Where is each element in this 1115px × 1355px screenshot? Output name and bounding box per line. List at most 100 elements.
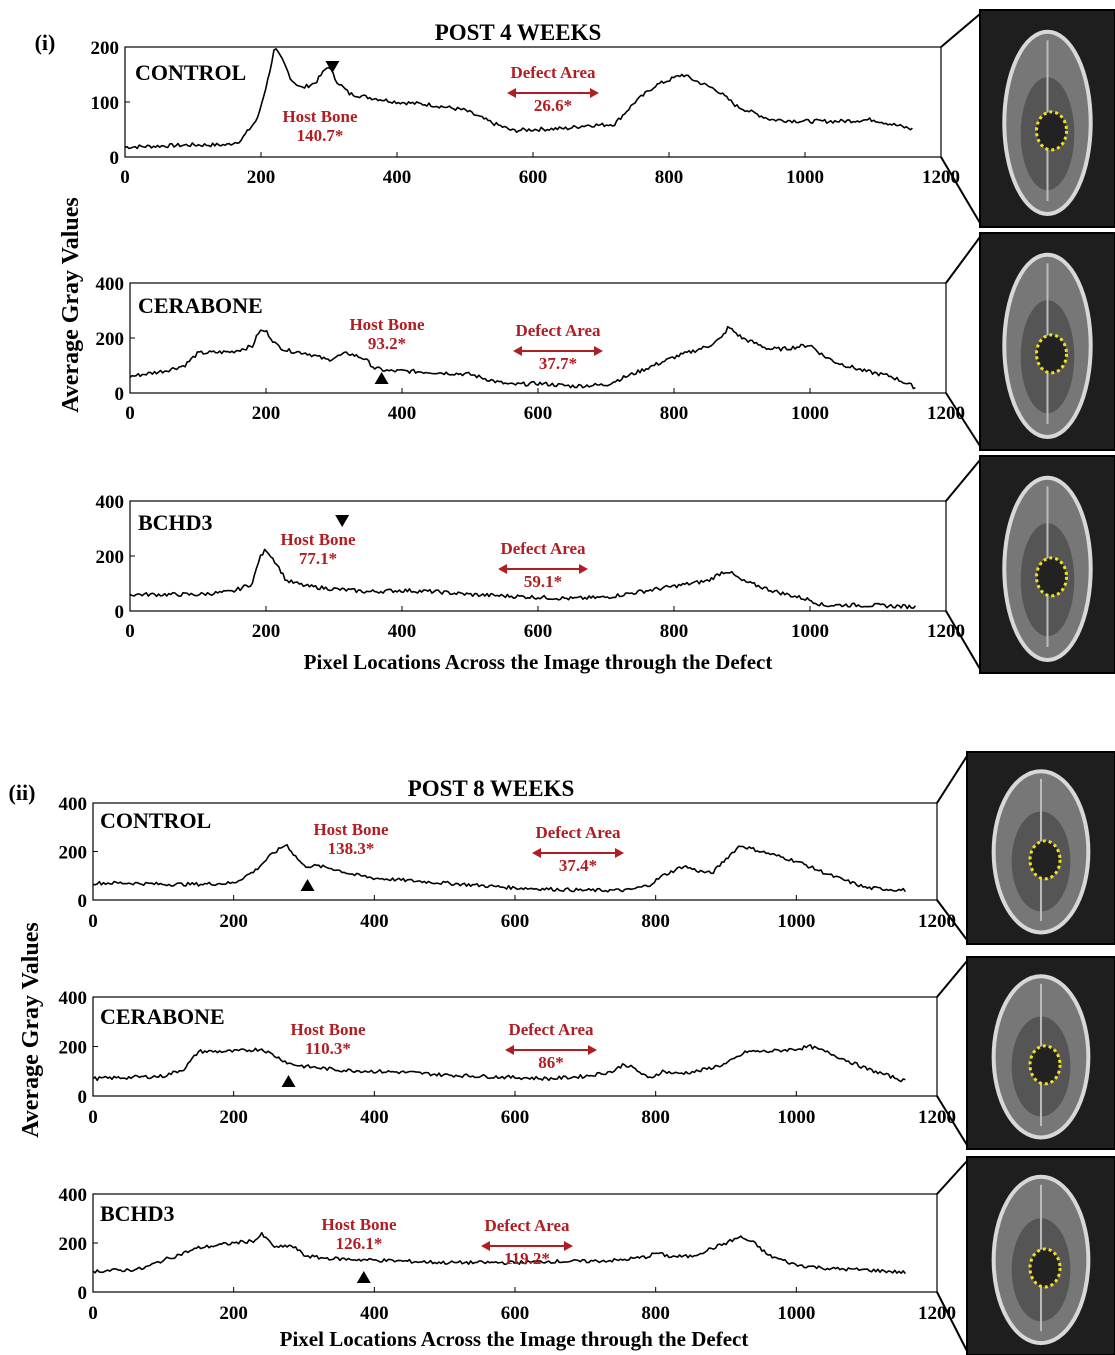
defect-area-value: 86*	[538, 1053, 564, 1072]
host-bone-marker-triangle	[356, 1271, 371, 1283]
x-tick-label: 600	[501, 1303, 530, 1324]
defect-area-value: 59.1*	[524, 572, 562, 591]
x-tick-label: 1000	[791, 403, 829, 424]
panel-label: (i)	[35, 30, 56, 55]
connector-line	[936, 1291, 968, 1352]
y-tick-label: 200	[91, 38, 120, 59]
connector-line	[936, 1160, 968, 1195]
group-label: CERABONE	[138, 293, 263, 318]
data-series-line	[92, 1044, 906, 1083]
panel-title: POST 4 WEEKS	[435, 20, 602, 45]
host-bone-marker-triangle	[335, 515, 350, 527]
x-tick-label: 0	[125, 403, 135, 424]
connector-line	[945, 392, 981, 447]
connector-line	[940, 13, 981, 48]
data-series-line	[92, 1231, 907, 1275]
defect-arrow-head-right	[564, 1241, 573, 1251]
x-tick-label: 1000	[777, 911, 815, 932]
defect-area-label: Defect Area	[508, 1020, 594, 1039]
x-tick-label: 0	[88, 1107, 98, 1128]
subplot-bchd3: 0 200 400 600 800 1000 1200 0 200 400 BCHD3 Host Bo…	[59, 1185, 957, 1324]
x-tick-label: 200	[252, 621, 281, 642]
skull-xray-post4-bchd3	[945, 455, 1115, 674]
x-tick-label: 800	[641, 911, 670, 932]
panel-2: (ii) POST 8 WEEKS Average Gray Values Pixel…	[9, 751, 1115, 1355]
y-tick-label: 400	[59, 794, 88, 815]
x-tick-label: 200	[247, 167, 276, 188]
defect-arrow-head-right	[615, 848, 624, 858]
x-tick-label: 400	[360, 1107, 389, 1128]
group-label: BCHD3	[100, 1201, 175, 1226]
defect-arrow-head-left	[507, 88, 516, 98]
x-tick-label: 400	[383, 167, 412, 188]
subplot-cerabone: 0 200 400 600 800 1000 12000200400CERABONEHost…	[96, 274, 966, 424]
panel-1: (i) POST 4 WEEKS Average Gray Values Pixel …	[35, 9, 1115, 674]
data-series-line	[129, 548, 917, 610]
x-tick-label: 1000	[786, 167, 824, 188]
host-bone-label: Host Bone	[280, 530, 356, 549]
y-tick-label: 0	[78, 891, 88, 912]
x-tick-label: 600	[524, 403, 553, 424]
defect-area-label: Defect Area	[535, 823, 621, 842]
x-tick-label: 1200	[918, 1303, 956, 1324]
defect-area-label: Defect Area	[515, 321, 601, 340]
connector-line	[945, 459, 981, 502]
defect-area-value: 119.2*	[504, 1249, 550, 1268]
defect-arrow-head-right	[594, 346, 603, 356]
defect-arrow-head-left	[513, 346, 522, 356]
host-bone-value: 110.3*	[305, 1039, 351, 1058]
y-tick-label: 200	[59, 1234, 88, 1255]
panel-title: POST 8 WEEKS	[408, 776, 575, 801]
defect-arrow-head-right	[588, 1045, 597, 1055]
y-tick-label: 400	[96, 274, 125, 295]
y-tick-label: 200	[59, 1038, 88, 1059]
x-tick-label: 400	[360, 911, 389, 932]
x-tick-label: 1200	[918, 911, 956, 932]
x-axis-label: Pixel Locations Across the Image through…	[304, 650, 773, 674]
y-tick-label: 400	[96, 492, 125, 513]
defect-area-label: Defect Area	[484, 1216, 570, 1235]
defect-outline-marker	[1028, 1247, 1062, 1289]
x-tick-label: 1200	[927, 621, 965, 642]
x-axis-label: Pixel Locations Across the Image through…	[280, 1327, 749, 1351]
y-tick-label: 200	[59, 843, 88, 864]
host-bone-marker-triangle	[300, 879, 315, 891]
defect-arrow-head-left	[498, 564, 507, 574]
skull-xray-post8-cerabone	[936, 956, 1115, 1150]
x-tick-label: 0	[120, 167, 130, 188]
defect-outline-marker	[1035, 333, 1068, 375]
x-tick-label: 600	[524, 621, 553, 642]
defect-arrow-head-left	[481, 1241, 490, 1251]
x-tick-label: 800	[641, 1107, 670, 1128]
data-series-line	[92, 844, 907, 893]
defect-outline-marker	[1028, 839, 1062, 881]
x-tick-label: 1000	[777, 1107, 815, 1128]
connector-line	[936, 899, 968, 941]
x-tick-label: 1200	[922, 167, 960, 188]
defect-arrow-head-left	[532, 848, 541, 858]
x-tick-label: 200	[252, 403, 281, 424]
x-tick-label: 1000	[791, 621, 829, 642]
host-bone-value: 126.1*	[336, 1234, 383, 1253]
host-bone-label: Host Bone	[313, 820, 389, 839]
host-bone-marker-triangle	[374, 372, 389, 384]
x-tick-label: 800	[641, 1303, 670, 1324]
x-tick-label: 800	[660, 621, 689, 642]
host-bone-label: Host Bone	[290, 1020, 366, 1039]
x-tick-label: 400	[388, 621, 417, 642]
skull-xray-post8-bchd3	[936, 1156, 1115, 1355]
defect-outline-marker	[1028, 1044, 1062, 1086]
x-tick-label: 0	[88, 1303, 98, 1324]
host-bone-value: 93.2*	[368, 334, 406, 353]
y-tick-label: 100	[91, 93, 120, 114]
host-bone-label: Host Bone	[321, 1215, 397, 1234]
x-tick-label: 200	[219, 1303, 248, 1324]
x-tick-label: 200	[219, 911, 248, 932]
group-label: CONTROL	[135, 60, 246, 85]
y-axis-label: Average Gray Values	[58, 197, 84, 413]
connector-line	[936, 960, 968, 998]
y-tick-label: 400	[59, 988, 88, 1009]
connector-line	[945, 610, 981, 670]
plot-frame	[92, 802, 938, 901]
